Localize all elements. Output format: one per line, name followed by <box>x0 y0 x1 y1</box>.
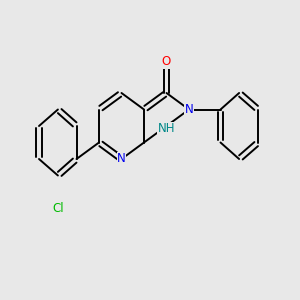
Text: N: N <box>184 103 194 116</box>
Text: NH: NH <box>158 122 175 136</box>
Text: N: N <box>117 152 126 166</box>
Text: Cl: Cl <box>52 202 64 215</box>
Text: O: O <box>162 55 171 68</box>
